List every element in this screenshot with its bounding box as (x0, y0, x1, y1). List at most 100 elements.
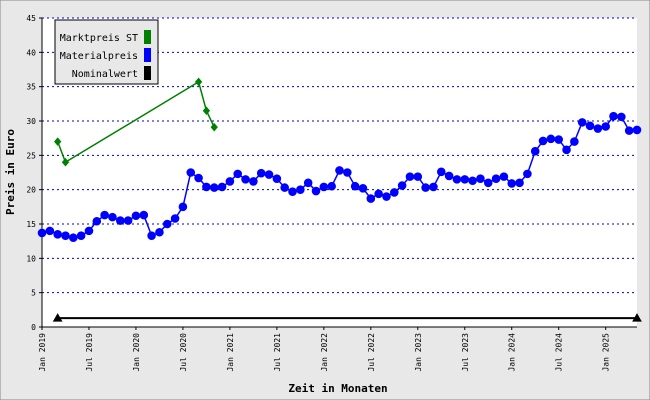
point (202, 182, 211, 192)
point (100, 210, 109, 220)
point (37, 228, 47, 238)
point (186, 168, 196, 177)
y-tick-label: 30 (26, 117, 36, 126)
point (577, 118, 587, 127)
x-tick-label: Jan 2024 (508, 333, 517, 372)
point (632, 313, 642, 322)
point (241, 175, 250, 184)
point (194, 77, 203, 87)
y-tick-label: 15 (26, 220, 36, 229)
point (421, 183, 430, 192)
point (554, 135, 564, 144)
point (538, 136, 548, 146)
point (233, 169, 243, 179)
point (272, 174, 282, 183)
point (382, 192, 391, 201)
point (84, 226, 94, 236)
point (131, 211, 141, 221)
x-tick-label: Jan 2022 (320, 333, 329, 372)
point (69, 233, 78, 243)
x-tick-label: Jul 2022 (367, 333, 376, 372)
point (562, 145, 571, 155)
point (444, 171, 454, 181)
legend-swatch (144, 48, 151, 62)
point (460, 175, 470, 184)
point (264, 170, 274, 179)
marks (37, 77, 642, 322)
point (609, 111, 618, 121)
point (390, 188, 399, 197)
point (319, 182, 329, 192)
point (632, 125, 642, 135)
point (624, 126, 634, 135)
point (209, 183, 219, 192)
point (413, 172, 423, 181)
point (249, 177, 258, 186)
point (374, 189, 383, 199)
point (194, 173, 203, 183)
point (429, 182, 438, 192)
x-tick-label: Jul 2020 (179, 333, 188, 372)
point (115, 216, 125, 225)
legend-label: Marktpreis ST (60, 33, 138, 44)
point (108, 212, 117, 222)
point (530, 146, 540, 156)
y-tick-label: 10 (26, 254, 36, 263)
point (139, 210, 149, 220)
x-tick-label: Jan 2025 (602, 333, 611, 372)
point (601, 122, 610, 131)
point (507, 179, 517, 188)
point (52, 313, 63, 322)
point (570, 137, 579, 146)
point (405, 172, 415, 181)
legend-swatch (144, 66, 151, 80)
point (155, 227, 164, 237)
point (92, 216, 102, 226)
point (170, 214, 180, 223)
point (491, 174, 501, 183)
legend-swatch (144, 30, 151, 44)
x-tick-label: Jul 2019 (85, 333, 94, 372)
point (311, 186, 321, 196)
point (288, 187, 297, 197)
point (546, 134, 556, 144)
point (296, 185, 305, 194)
x-tick-label: Jul 2021 (273, 333, 282, 372)
grid (39, 17, 637, 330)
point (327, 181, 336, 191)
point (202, 106, 211, 115)
point (303, 178, 313, 188)
x-tick-label: Jan 2019 (38, 333, 47, 372)
point (335, 166, 344, 175)
legend-label: Materialpreis (60, 51, 138, 62)
y-tick-label: 20 (26, 186, 36, 195)
y-tick-label: 40 (26, 48, 36, 57)
point (499, 172, 509, 181)
x-tick-label: Jan 2023 (414, 333, 423, 372)
point (358, 183, 368, 193)
point (397, 181, 407, 190)
y-tick-label: 25 (26, 151, 36, 160)
point (366, 194, 376, 203)
legend: Marktpreis ST Materialpreis Nominalwert (54, 19, 159, 85)
y-tick-label: 35 (26, 83, 36, 92)
point (350, 181, 360, 191)
x-tick-label: Jul 2023 (461, 333, 470, 372)
x-tick-label: Jan 2021 (226, 333, 235, 372)
point (61, 231, 70, 240)
x-axis-title: Zeit in Monaten (288, 382, 387, 395)
point (53, 230, 62, 239)
point (225, 177, 235, 186)
point (617, 112, 626, 122)
y-axis-title: Preis in Euro (4, 129, 17, 215)
x-tick-label: Jan 2020 (132, 333, 141, 372)
point (483, 178, 493, 188)
point (593, 124, 603, 133)
y-tick-label: 45 (26, 14, 36, 23)
point (178, 202, 188, 212)
point (515, 178, 524, 188)
point (162, 219, 172, 229)
point (452, 175, 462, 184)
